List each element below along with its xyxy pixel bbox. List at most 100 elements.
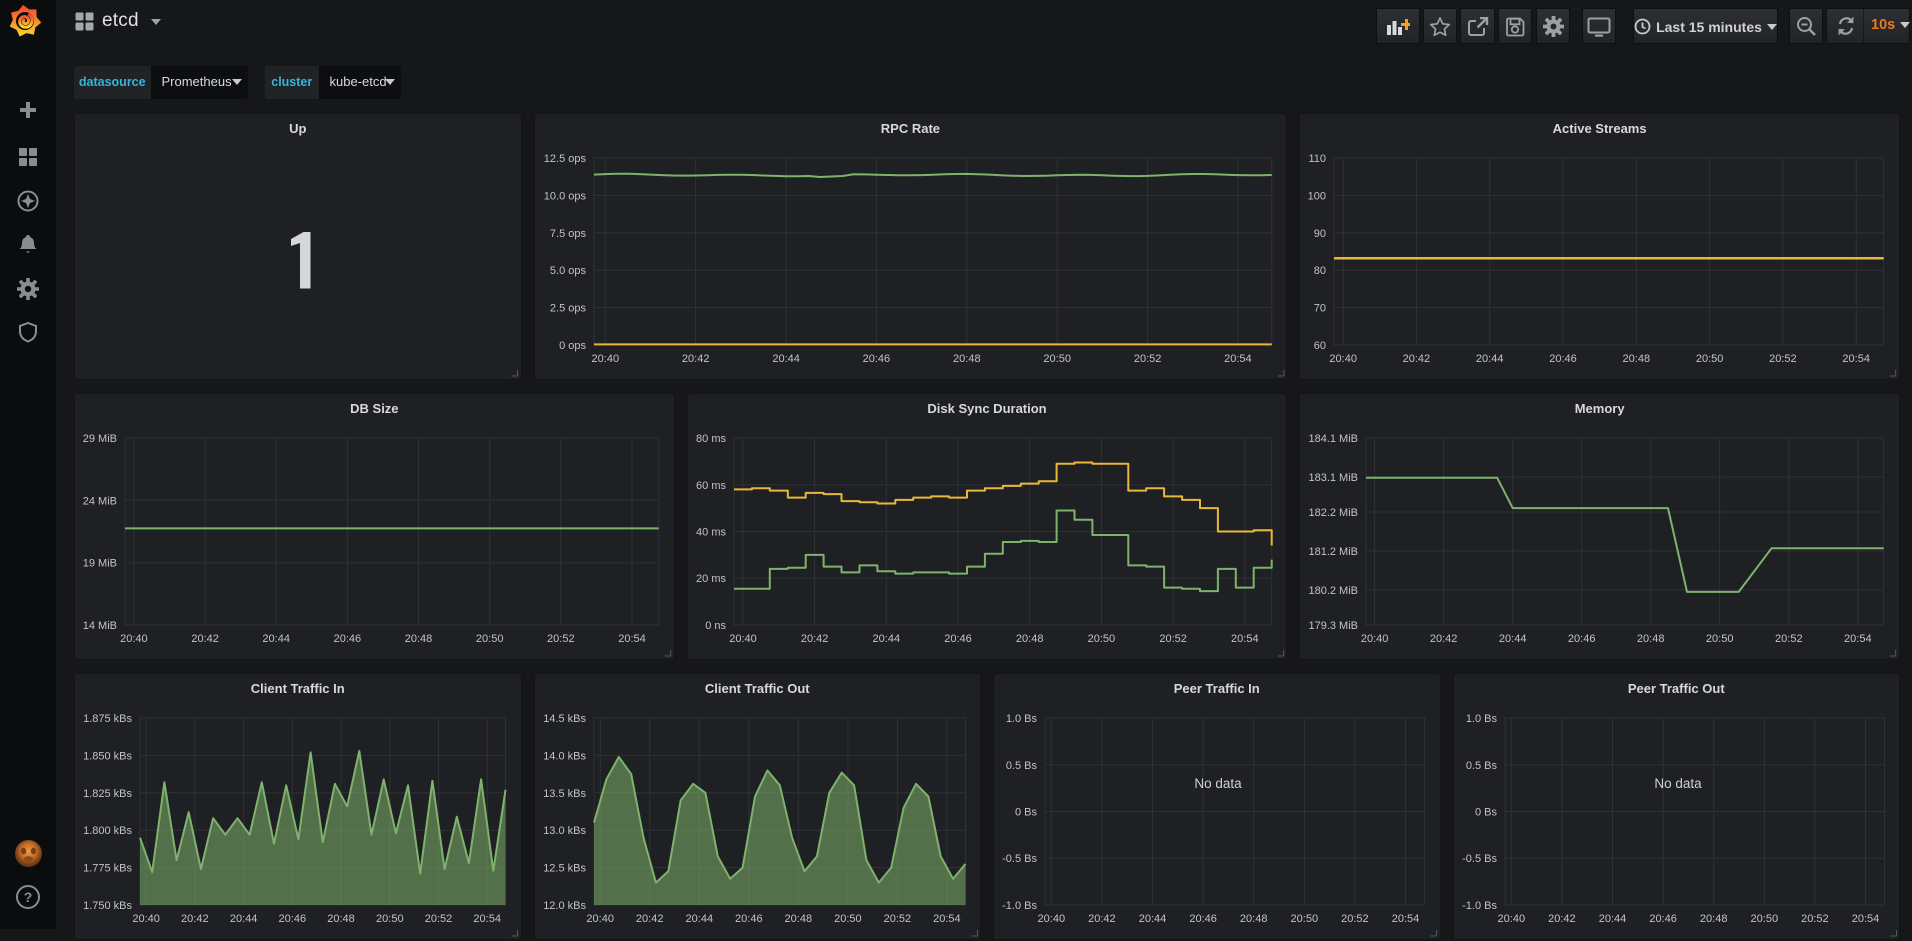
svg-text:-1.0 Bs: -1.0 Bs [1462, 900, 1497, 912]
svg-text:20:44: 20:44 [1476, 353, 1504, 365]
svg-text:20:42: 20:42 [191, 633, 219, 645]
svg-text:20:54: 20:54 [1844, 633, 1872, 645]
svg-text:29 MiB: 29 MiB [83, 433, 117, 445]
svg-text:20:54: 20:54 [1224, 353, 1252, 365]
svg-text:20:46: 20:46 [279, 913, 307, 925]
svg-text:14.0 kBs: 14.0 kBs [543, 750, 586, 762]
svg-text:2.5 ops: 2.5 ops [549, 302, 586, 314]
svg-text:20:52: 20:52 [425, 913, 453, 925]
svg-text:20:40: 20:40 [1361, 633, 1389, 645]
svg-text:20:40: 20:40 [591, 353, 619, 365]
svg-text:20:52: 20:52 [1133, 353, 1161, 365]
svg-text:184.1 MiB: 184.1 MiB [1309, 433, 1359, 445]
svg-text:20:54: 20:54 [1392, 913, 1420, 925]
svg-text:20:40: 20:40 [132, 913, 160, 925]
svg-text:20:52: 20:52 [1159, 633, 1187, 645]
svg-text:20:50: 20:50 [1087, 633, 1115, 645]
svg-text:20:48: 20:48 [1623, 353, 1651, 365]
svg-text:0 Bs: 0 Bs [1015, 806, 1038, 818]
svg-text:20:44: 20:44 [1499, 633, 1527, 645]
svg-text:20:52: 20:52 [547, 633, 575, 645]
svg-text:20:42: 20:42 [801, 633, 829, 645]
svg-text:20:50: 20:50 [376, 913, 404, 925]
svg-text:20:54: 20:54 [1843, 353, 1871, 365]
svg-text:20:54: 20:54 [933, 913, 961, 925]
svg-text:1.775 kBs: 1.775 kBs [83, 862, 132, 874]
svg-text:-1.0 Bs: -1.0 Bs [1002, 900, 1037, 912]
svg-text:20:46: 20:46 [862, 353, 890, 365]
svg-text:14 MiB: 14 MiB [83, 620, 117, 632]
svg-text:14.5 kBs: 14.5 kBs [543, 713, 586, 725]
svg-text:20:44: 20:44 [772, 353, 800, 365]
svg-text:0 Bs: 0 Bs [1474, 806, 1497, 818]
svg-text:183.1 MiB: 183.1 MiB [1309, 472, 1359, 484]
svg-text:20:46: 20:46 [1189, 913, 1217, 925]
svg-text:13.0 kBs: 13.0 kBs [543, 825, 586, 837]
svg-text:20:50: 20:50 [1291, 913, 1319, 925]
svg-text:20:40: 20:40 [1330, 353, 1358, 365]
svg-text:12.0 kBs: 12.0 kBs [543, 900, 586, 912]
svg-text:20:46: 20:46 [944, 633, 972, 645]
svg-text:?: ? [24, 889, 33, 905]
svg-text:80 ms: 80 ms [696, 433, 726, 445]
svg-text:20:44: 20:44 [1598, 913, 1626, 925]
svg-text:5.0 ops: 5.0 ops [549, 265, 586, 277]
svg-text:1.0 Bs: 1.0 Bs [1006, 713, 1038, 725]
svg-text:20:46: 20:46 [1649, 913, 1677, 925]
svg-text:60 ms: 60 ms [696, 479, 726, 491]
svg-text:1.0 Bs: 1.0 Bs [1465, 713, 1497, 725]
svg-text:20:42: 20:42 [681, 353, 709, 365]
svg-text:24 MiB: 24 MiB [83, 495, 117, 507]
svg-text:1.825 kBs: 1.825 kBs [83, 787, 132, 799]
svg-text:40 ms: 40 ms [696, 526, 726, 538]
svg-text:0.5 Bs: 0.5 Bs [1465, 759, 1497, 771]
svg-text:20:52: 20:52 [1341, 913, 1369, 925]
svg-text:20:52: 20:52 [1775, 633, 1803, 645]
svg-text:20:44: 20:44 [1139, 913, 1167, 925]
svg-text:20:42: 20:42 [1548, 913, 1576, 925]
svg-text:20:52: 20:52 [1769, 353, 1797, 365]
svg-text:1.800 kBs: 1.800 kBs [83, 825, 132, 837]
svg-text:179.3 MiB: 179.3 MiB [1309, 620, 1359, 632]
svg-text:1.850 kBs: 1.850 kBs [83, 750, 132, 762]
svg-text:10.0 ops: 10.0 ops [543, 190, 586, 202]
svg-text:20:48: 20:48 [1637, 633, 1665, 645]
svg-text:7.5 ops: 7.5 ops [549, 227, 586, 239]
svg-text:20:42: 20:42 [635, 913, 663, 925]
svg-text:-0.5 Bs: -0.5 Bs [1002, 853, 1037, 865]
svg-text:20:50: 20:50 [1696, 353, 1724, 365]
svg-text:60: 60 [1314, 340, 1326, 352]
svg-text:20:40: 20:40 [586, 913, 614, 925]
svg-text:12.5 ops: 12.5 ops [543, 153, 586, 165]
svg-text:20:50: 20:50 [476, 633, 504, 645]
svg-text:20:54: 20:54 [1231, 633, 1259, 645]
svg-text:20:42: 20:42 [1088, 913, 1116, 925]
svg-text:180.2 MiB: 180.2 MiB [1309, 584, 1359, 596]
svg-text:20:50: 20:50 [1706, 633, 1734, 645]
svg-text:100: 100 [1308, 190, 1326, 202]
svg-text:20:42: 20:42 [181, 913, 209, 925]
svg-text:20:48: 20:48 [1699, 913, 1727, 925]
svg-text:No data: No data [1194, 776, 1242, 791]
svg-text:20:48: 20:48 [405, 633, 433, 645]
svg-text:20:52: 20:52 [883, 913, 911, 925]
svg-text:20 ms: 20 ms [696, 573, 726, 585]
svg-text:-0.5 Bs: -0.5 Bs [1462, 853, 1497, 865]
svg-text:182.2 MiB: 182.2 MiB [1309, 507, 1359, 519]
svg-text:20:42: 20:42 [1430, 633, 1458, 645]
svg-text:20:54: 20:54 [1851, 913, 1879, 925]
svg-text:20:42: 20:42 [1403, 353, 1431, 365]
svg-text:13.5 kBs: 13.5 kBs [543, 787, 586, 799]
svg-text:20:50: 20:50 [1750, 913, 1778, 925]
svg-text:20:46: 20:46 [1568, 633, 1596, 645]
svg-text:20:40: 20:40 [729, 633, 757, 645]
svg-text:20:40: 20:40 [1038, 913, 1066, 925]
svg-text:19 MiB: 19 MiB [83, 557, 117, 569]
svg-text:20:44: 20:44 [685, 913, 713, 925]
svg-text:0.5 Bs: 0.5 Bs [1006, 759, 1038, 771]
svg-text:20:46: 20:46 [1550, 353, 1578, 365]
svg-text:20:44: 20:44 [262, 633, 290, 645]
svg-text:20:48: 20:48 [1240, 913, 1268, 925]
svg-text:70: 70 [1314, 302, 1326, 314]
svg-text:20:48: 20:48 [1016, 633, 1044, 645]
